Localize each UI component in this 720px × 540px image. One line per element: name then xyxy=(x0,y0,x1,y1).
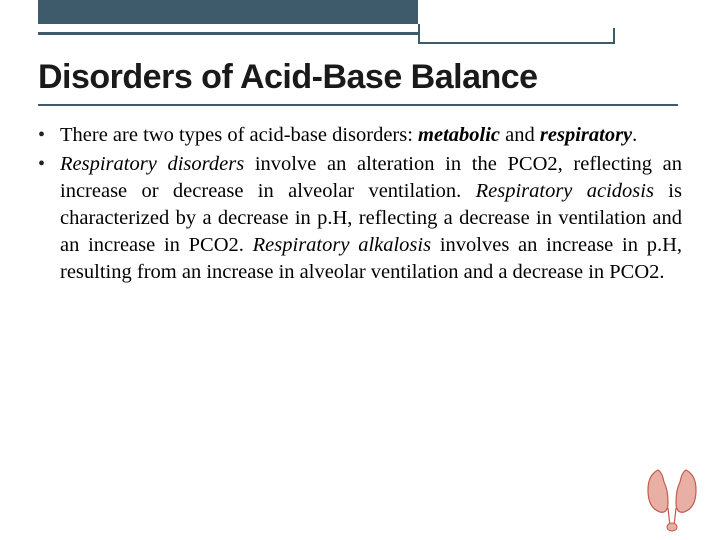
bullet-marker: • xyxy=(38,151,60,286)
bullet-item: • There are two types of acid-base disor… xyxy=(38,122,682,149)
title-underline xyxy=(38,104,678,106)
decoration-bar-main xyxy=(38,0,418,24)
kidney-icon xyxy=(638,460,708,532)
decoration-bar-thin xyxy=(38,32,418,35)
bullet-text: Respiratory disorders involve an alterat… xyxy=(60,151,682,286)
bullet-text: There are two types of acid-base disorde… xyxy=(60,122,682,149)
bullet-marker: • xyxy=(38,122,60,149)
slide-title: Disorders of Acid-Base Balance xyxy=(38,58,678,97)
decoration-bar-ext xyxy=(418,42,613,44)
bullet-item: • Respiratory disorders involve an alter… xyxy=(38,151,682,286)
content-area: • There are two types of acid-base disor… xyxy=(38,122,682,288)
decoration-bar-v2 xyxy=(613,28,615,44)
top-decoration xyxy=(0,0,720,50)
decoration-bar-v1 xyxy=(418,24,420,44)
